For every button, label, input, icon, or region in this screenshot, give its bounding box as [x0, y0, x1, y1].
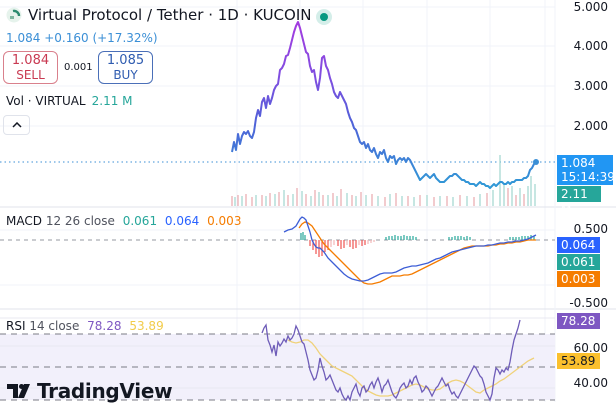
price-tick: 2.000 [573, 119, 608, 133]
last-price-point [533, 159, 539, 165]
macd-tick: 0.500 [573, 222, 608, 236]
rsi-band-lines [0, 333, 555, 401]
buy-price: 1.085 [106, 53, 145, 68]
volume-label: Vol · VIRTUAL [6, 94, 86, 108]
price-change: +0.160 [44, 31, 89, 45]
symbol-title-text: Virtual Protocol / Tether · 1D · KUCOIN [28, 6, 312, 24]
buy-button[interactable]: 1.085 BUY [98, 51, 153, 84]
macd-gridlines [0, 229, 555, 286]
rsi-value: 78.28 [87, 319, 122, 333]
volume-legend[interactable]: Vol · VIRTUAL 2.11 M [6, 94, 133, 108]
rsi-line [261, 319, 521, 402]
price-change-line: 1.084 +0.160 (+17.32%) [6, 31, 158, 45]
price-tick: 5.000 [573, 0, 608, 14]
macd-label: MACD [6, 214, 42, 228]
sell-button[interactable]: 1.084 SELL [3, 51, 58, 84]
rsi-tick: 40.00 [573, 376, 608, 390]
virtual-protocol-logo-icon [6, 7, 22, 23]
sell-price: 1.084 [11, 53, 50, 68]
rsi-tick: 60.00 [573, 341, 608, 355]
macd-histogram-tag: 0.061 [557, 254, 600, 270]
rsi-ma-tag: 53.89 [557, 353, 600, 369]
last-price-tag: 1.084 15:14:39 [557, 155, 615, 185]
volume-value: 2.11 M [91, 94, 133, 108]
rsi-label: RSI [6, 319, 26, 333]
macd-signal-value: 0.003 [207, 214, 242, 228]
macd-params: 12 26 close [45, 214, 115, 228]
price-line [231, 21, 537, 189]
last-price: 1.084 [6, 31, 41, 45]
macd-line-value: 0.064 [164, 214, 200, 228]
bar-countdown: 15:14:39 [561, 170, 615, 184]
rsi-params: 14 close [29, 319, 80, 333]
buy-label: BUY [113, 68, 138, 82]
last-price-tag-value: 1.084 [561, 156, 596, 170]
macd-histogram [300, 232, 535, 257]
market-open-dot-icon[interactable] [316, 9, 332, 25]
price-change-pct: (+17.32%) [92, 31, 158, 45]
spread-value: 0.001 [64, 62, 93, 73]
volume-bars [231, 155, 536, 206]
price-tick: 4.000 [573, 39, 608, 53]
rsi-tag: 78.28 [557, 313, 600, 329]
macd-histogram-value: 0.061 [122, 214, 158, 228]
sell-label: SELL [16, 68, 45, 82]
macd-line-tag: 0.064 [557, 237, 600, 253]
price-horizontal-gridlines [0, 6, 555, 127]
macd-tick: -0.500 [569, 296, 608, 310]
tradingview-logo-icon [7, 384, 30, 398]
price-tick: 3.000 [573, 79, 608, 93]
tradingview-watermark[interactable]: TradingView [37, 379, 173, 403]
rsi-ma-value: 53.89 [129, 319, 164, 333]
volume-tag: 2.11 M [557, 186, 601, 217]
macd-legend[interactable]: MACD 12 26 close 0.061 0.064 0.003 [6, 214, 241, 228]
symbol-title[interactable]: Virtual Protocol / Tether · 1D · KUCOIN [6, 6, 311, 24]
macd-signal-tag: 0.003 [557, 271, 600, 287]
macd-line [283, 216, 537, 282]
rsi-legend[interactable]: RSI 14 close 78.28 53.89 [6, 319, 164, 333]
chevron-up-icon [11, 122, 22, 128]
macd-signal-line [298, 221, 536, 285]
collapse-legend-button[interactable] [3, 115, 30, 135]
